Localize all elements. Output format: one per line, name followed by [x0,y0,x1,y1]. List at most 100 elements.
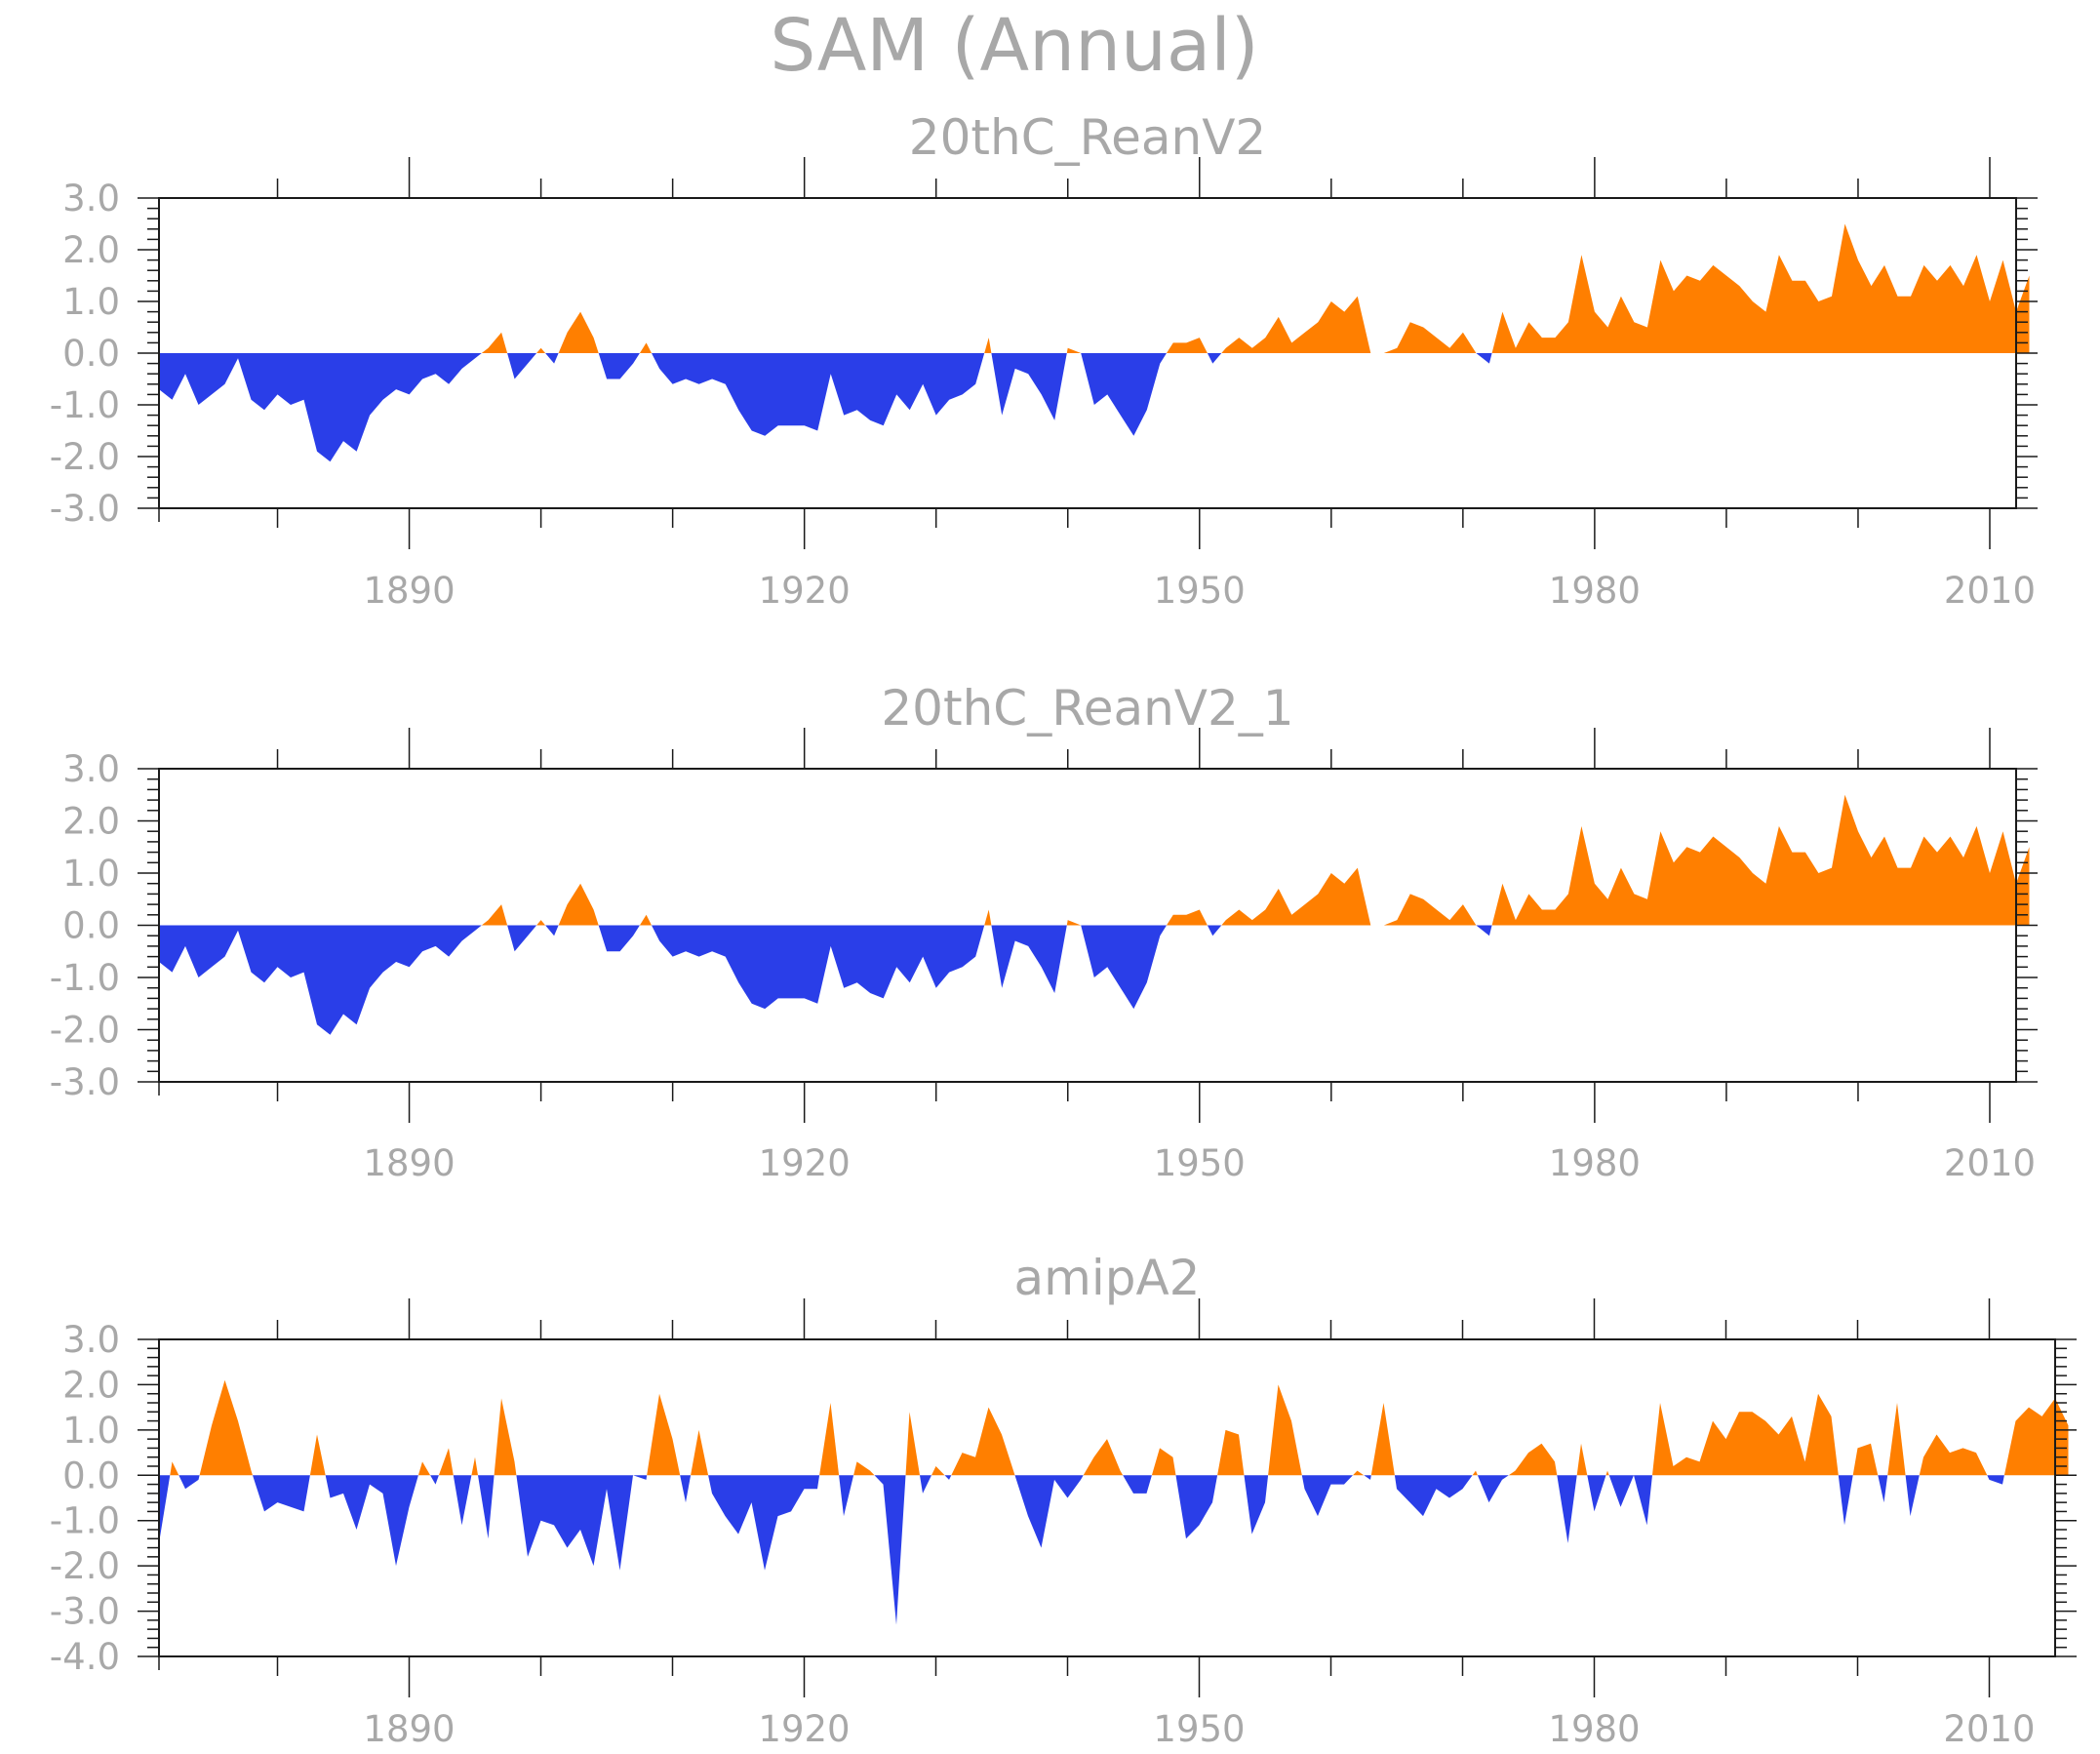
positive-area [1508,1443,1558,1476]
negative-area [991,925,1067,993]
panel-20thc-reanv2: 20thC_ReanV2 3.0 2.0 1.0 0.0 -1.0 -2.0 -3.0 1890… [50,109,2038,612]
negative-area [1364,1475,1371,1480]
panel-title: amipA2 [1014,1250,1201,1306]
panel-title: 20thC_ReanV2_1 [881,680,1293,737]
positive-area [1217,1429,1245,1476]
y-tick-label: -3.0 [50,1061,120,1103]
positive-area [1167,338,1208,353]
x-tick-label: 2010 [1944,570,2036,612]
positive-area [438,1448,454,1476]
x-tick-label: 1980 [1548,1708,1640,1750]
positive-area [558,883,599,926]
positive-area [1353,1470,1365,1476]
positive-area [931,1466,945,1476]
positive-area [1605,1470,1609,1476]
negative-area [516,1475,633,1571]
panel-title: 20thC_ReanV2 [909,109,1266,166]
positive-area [951,1407,1015,1476]
negative-area [1905,1475,1920,1517]
y-tick-label: 2.0 [62,229,120,271]
negative-area [991,353,1067,420]
negative-area [507,925,537,952]
y-tick-label: 3.0 [62,748,120,790]
y-tick-label: 0.0 [62,905,120,947]
y-tick-label: -1.0 [50,957,120,999]
negative-area [839,1475,854,1517]
negative-area [708,1475,820,1571]
positive-area [199,1379,253,1476]
negative-area [1587,1475,1606,1512]
x-tick-label: 1890 [363,1708,455,1750]
positive-area [1167,909,1208,926]
positive-area [984,338,992,353]
figure-title: SAM (Annual) [770,4,1258,88]
positive-area [984,909,992,926]
positive-area [471,1456,478,1476]
positive-area [905,1412,920,1476]
y-tick-label: -1.0 [50,1500,120,1542]
positive-area [2003,1398,2069,1476]
negative-area [1394,1475,1473,1517]
negative-area [1244,1475,1269,1535]
positive-area [536,920,546,926]
negative-area [1301,1475,1353,1517]
negative-area [1878,1475,1888,1503]
positive-area [1083,1439,1124,1476]
y-tick-label: -2.0 [50,1545,120,1587]
positive-area [1652,1393,1839,1476]
negative-area [680,1475,692,1503]
positive-area [1370,1403,1395,1476]
negative-area [430,1475,439,1485]
plot-frame [158,1338,2056,1657]
negative-area [1207,353,1222,364]
positive-area [1066,920,1082,926]
negative-area [478,1475,495,1539]
negative-area [1476,353,1492,364]
negative-area [1207,925,1222,937]
positive-area [309,1434,326,1476]
positive-area [1887,1403,1906,1476]
positive-area [1066,347,1082,353]
positive-area [647,1393,681,1476]
y-tick-label: 2.0 [62,1364,120,1406]
y-tick-label: -3.0 [50,488,120,530]
positive-area [536,347,546,353]
positive-area [1491,794,2030,926]
y-tick-label: -2.0 [50,1010,120,1052]
y-tick-label: -2.0 [50,436,120,478]
y-tick-label: 0.0 [62,333,120,375]
negative-area [253,1475,310,1512]
positive-area [691,1429,709,1476]
x-tick-label: 1920 [759,570,851,612]
x-tick-label: 1980 [1549,570,1641,612]
x-tick-label: 1950 [1153,1708,1245,1750]
y-tick-label: 3.0 [62,1319,120,1361]
negative-area [598,353,640,379]
negative-area [1081,353,1167,436]
negative-area [545,353,559,364]
positive-area [1491,223,2030,353]
negative-area [1014,1475,1084,1548]
positive-area [1151,1448,1176,1476]
negative-area [1175,1475,1218,1539]
negative-area [1838,1475,1853,1526]
positive-area [1472,1470,1478,1476]
y-tick-label: -1.0 [50,384,120,426]
negative-area [652,925,985,1010]
positive-area [1576,1443,1588,1476]
negative-area [159,925,482,1035]
negative-area [159,1475,171,1543]
negative-area [1557,1475,1577,1543]
positive-area [481,904,508,926]
y-tick-label: 0.0 [62,1455,120,1496]
y-tick-label: -4.0 [50,1636,120,1678]
positive-area [1221,296,1477,353]
negative-area [1477,1475,1509,1503]
y-tick-label: 2.0 [62,801,120,843]
x-tick-label: 1890 [363,1142,455,1184]
x-tick-label: 2010 [1944,1142,2036,1184]
negative-area [159,353,482,462]
y-tick-label: 1.0 [62,853,120,895]
negative-area [325,1475,418,1567]
